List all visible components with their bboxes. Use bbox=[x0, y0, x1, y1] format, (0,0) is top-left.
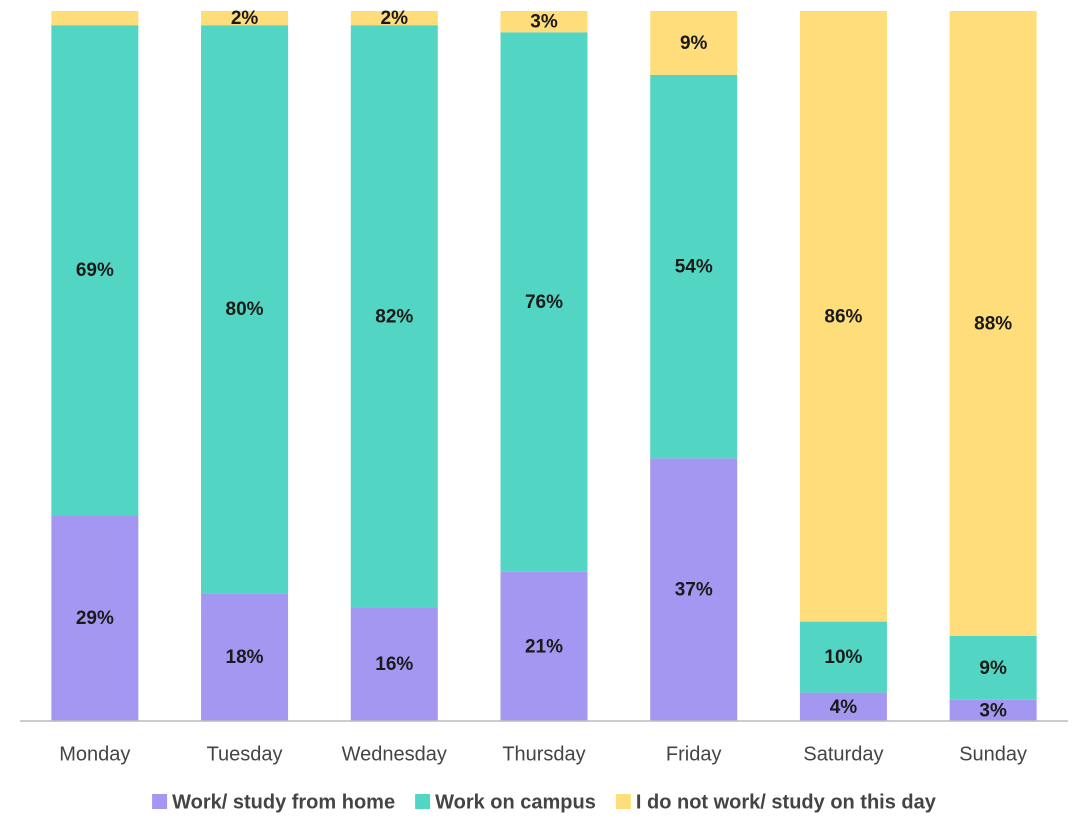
bar-segment bbox=[51, 25, 139, 516]
bar-segment bbox=[51, 11, 139, 26]
x-tick-label: Friday bbox=[666, 743, 722, 765]
data-label: 9% bbox=[680, 33, 708, 54]
data-label: 3% bbox=[979, 700, 1007, 721]
bar-segment bbox=[500, 571, 588, 721]
bar-segment bbox=[350, 25, 438, 608]
data-label: 76% bbox=[525, 292, 563, 313]
data-label: 54% bbox=[675, 257, 713, 278]
data-label: 16% bbox=[375, 654, 413, 675]
data-label: 2% bbox=[231, 8, 259, 29]
data-label: 29% bbox=[76, 608, 114, 629]
x-tick-label: Monday bbox=[59, 743, 130, 765]
legend-label: Work on campus bbox=[435, 791, 596, 813]
bar-segment bbox=[799, 11, 887, 622]
bar-segment bbox=[949, 699, 1037, 721]
data-label: 86% bbox=[824, 306, 862, 327]
data-label: 80% bbox=[226, 299, 264, 320]
bar-segment bbox=[650, 74, 738, 459]
bar-segment bbox=[51, 515, 139, 721]
bar-segment bbox=[650, 11, 738, 75]
x-tick-label: Wednesday bbox=[342, 743, 447, 765]
bar-segment bbox=[949, 11, 1037, 636]
data-label: 82% bbox=[375, 306, 413, 327]
legend-swatch bbox=[415, 794, 431, 809]
bar-segment bbox=[500, 11, 588, 33]
x-tick-label: Tuesday bbox=[207, 743, 283, 765]
data-label: 69% bbox=[76, 260, 114, 281]
data-label: 4% bbox=[830, 697, 858, 718]
bar-segment bbox=[350, 607, 438, 721]
legend-swatch bbox=[152, 794, 168, 809]
bar-segment bbox=[799, 621, 887, 693]
bar-segment bbox=[799, 692, 887, 721]
legend-label: I do not work/ study on this day bbox=[636, 791, 937, 813]
data-label: 9% bbox=[979, 658, 1007, 679]
bar-segment bbox=[350, 11, 438, 26]
bar-segment bbox=[201, 11, 289, 26]
x-tick-label: Sunday bbox=[959, 743, 1027, 765]
data-label: 88% bbox=[974, 313, 1012, 334]
data-label: 3% bbox=[530, 12, 558, 33]
legend-swatch bbox=[615, 794, 631, 809]
data-label: 37% bbox=[675, 580, 713, 601]
data-label: 21% bbox=[525, 636, 563, 657]
x-tick-label: Thursday bbox=[502, 743, 585, 765]
bar-segment bbox=[201, 593, 289, 721]
bar-segment bbox=[650, 458, 738, 721]
x-tick-label: Saturday bbox=[803, 743, 883, 765]
bar-segment bbox=[201, 25, 289, 594]
bar-segment bbox=[949, 635, 1037, 700]
data-label: 18% bbox=[226, 647, 264, 668]
data-label: 2% bbox=[381, 8, 409, 29]
data-label: 10% bbox=[824, 647, 862, 668]
bar-segment bbox=[500, 32, 588, 572]
legend-label: Work/ study from home bbox=[172, 791, 395, 813]
